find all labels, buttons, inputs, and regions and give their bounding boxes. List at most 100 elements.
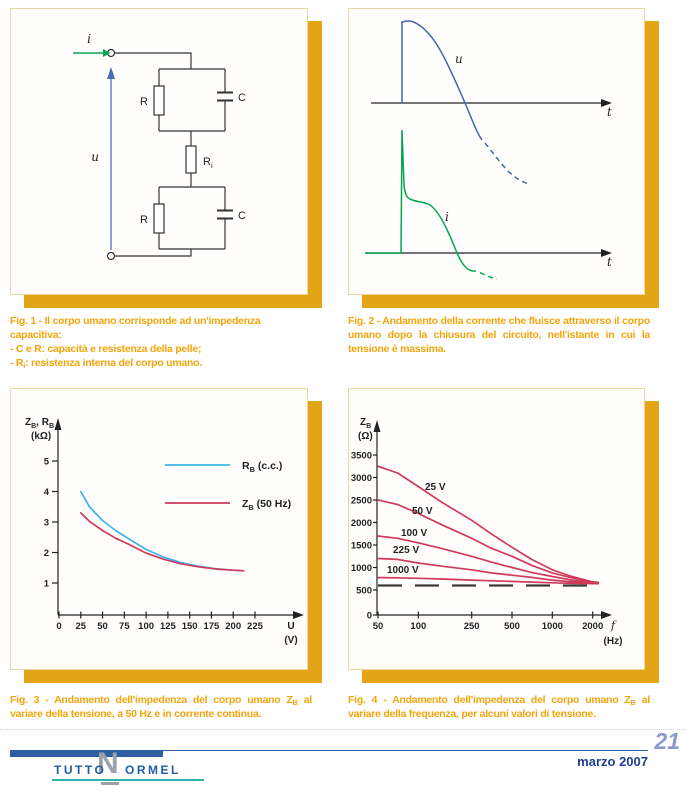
fig3-y-axis-label: ZB, RB — [25, 417, 54, 430]
footer-rule — [10, 750, 648, 751]
page-number: 21 — [654, 728, 680, 754]
x-tick-label: 500 — [504, 621, 520, 632]
y-tick-label: 1 — [44, 579, 50, 590]
x-tick-label: 50 — [97, 621, 108, 632]
fig3-x-arrow-icon — [293, 611, 304, 619]
logo-text-ormel: ORMEL — [125, 763, 181, 777]
figure-4-caption: Fig. 4 - Andamento dell'impedenza del co… — [348, 694, 650, 720]
x-tick-label: 2000 — [582, 621, 603, 632]
fig3-y-arrow-icon — [54, 418, 62, 430]
logo-underline — [52, 779, 204, 781]
voltage-curve-label: u — [455, 52, 463, 66]
y-tick-label: 500 — [356, 586, 372, 597]
x-tick-label: 100 — [138, 621, 154, 632]
caption-line: - Ri: resistenza interna del corpo umano… — [10, 356, 202, 370]
x-tick-label: 25 — [75, 621, 86, 632]
fig4-y-axis-unit: (Ω) — [358, 431, 373, 442]
time-label-1: t — [607, 105, 612, 119]
x-tick-label: 50 — [373, 621, 384, 632]
fig4-y-axis-label: ZB — [360, 417, 371, 430]
logo-n-letter: N — [97, 747, 119, 780]
internal-resistor-label: Ri — [203, 156, 213, 170]
wire — [114, 52, 192, 69]
capacitor-2-label: C — [238, 210, 246, 222]
y-tick-label: 0 — [367, 611, 372, 622]
logo-text-tutto: TUTTO — [54, 763, 107, 777]
y-tick-label: 5 — [44, 457, 50, 468]
fig3-x-axis-label: U — [287, 621, 294, 632]
series-curve — [377, 576, 600, 585]
capacitor-1-label: C — [238, 92, 246, 104]
resistor-2-label: R — [140, 214, 148, 226]
x-tick-label: 125 — [160, 621, 177, 632]
current-label: i — [87, 32, 91, 46]
time-label-2: t — [607, 255, 612, 269]
x-tick-label: 225 — [247, 621, 264, 632]
x-tick-label: 250 — [464, 621, 480, 632]
figure-4-panel: ZB (Ω) f (Hz) 50 100 250 500 1000 2000 0 500 100… — [348, 388, 645, 670]
y-tick-label: 1000 — [351, 563, 372, 574]
curve-label: 1000 V — [387, 565, 419, 576]
time-axis-2-arrow-icon — [601, 249, 612, 257]
x-tick-label: 75 — [119, 621, 130, 632]
capacitor-1-icon — [217, 91, 233, 102]
fig4-x-arrow-icon — [601, 611, 612, 619]
fig4-chart: ZB (Ω) f (Hz) 50 100 250 500 1000 2000 0 500 100… — [351, 417, 623, 647]
current-curve-label: i — [445, 210, 449, 224]
voltage-arrowhead-icon — [107, 67, 115, 79]
figure-1-caption: Fig. 1 - Il corpo umano corrisponde ad u… — [10, 315, 312, 371]
voltage-label: u — [91, 150, 99, 164]
resistor-2-icon — [153, 203, 165, 234]
legend-label-zb: ZB (50 Hz) — [242, 498, 291, 512]
time-axis-1-arrow-icon — [601, 99, 612, 107]
caption-line: - C e R: capacità e resistenza della pel… — [10, 342, 202, 355]
y-tick-label: 2500 — [351, 496, 372, 507]
current-arrowhead-icon — [103, 49, 111, 57]
y-tick-label: 4 — [44, 487, 50, 498]
fig4-dynamic-content: 50 100 250 500 1000 2000 0 500 1000 1500 2000 2500 3… — [351, 451, 603, 633]
transient-plot: t u t i — [365, 20, 612, 280]
series-curve — [377, 557, 600, 585]
fig4-x-axis-unit: (Hz) — [604, 636, 623, 647]
y-tick-label: 2 — [44, 548, 49, 559]
figure-2-caption: Fig. 2 - Andamento della corrente che fl… — [348, 315, 650, 355]
wire-bottom — [114, 249, 192, 257]
x-tick-label: 100 — [410, 621, 426, 632]
series-curve — [79, 512, 245, 572]
curve-label: 50 V — [412, 506, 433, 517]
current-curve-dashed — [479, 271, 498, 280]
x-tick-label: 1000 — [542, 621, 563, 632]
series-curve — [377, 499, 600, 584]
figure-1-panel: i u R C Ri R C — [10, 8, 308, 295]
x-tick-label: 150 — [182, 621, 198, 632]
bottom-terminal-icon — [106, 251, 116, 261]
curve-label: 225 V — [393, 545, 419, 556]
y-tick-label: 2000 — [351, 518, 372, 529]
curve-label: 100 V — [401, 528, 427, 539]
resistor-1-icon — [153, 85, 165, 116]
internal-resistor-icon — [185, 145, 197, 174]
figure-2-panel: t u t i — [348, 8, 645, 295]
current-curve — [365, 129, 477, 272]
voltage-curve-dashed — [484, 142, 530, 185]
y-tick-label: 3 — [44, 518, 49, 529]
fig3-y-axis-unit: (kΩ) — [31, 431, 51, 442]
dotted-separator — [0, 729, 686, 730]
curve-label: 25 V — [425, 482, 446, 493]
fig3-chart: ZB, RB (kΩ) U (V) RB (c.c.) ZB (50 Hz) 0… — [25, 417, 304, 646]
x-tick-label: 200 — [225, 621, 241, 632]
circuit-diagram: i u R C Ri R C — [73, 32, 246, 261]
capacitor-2-icon — [217, 209, 233, 220]
figure-3-panel: ZB, RB (kΩ) U (V) RB (c.c.) ZB (50 Hz) 0… — [10, 388, 308, 670]
rc-block-1 — [159, 68, 225, 132]
logo-n-mark — [101, 782, 119, 785]
legend-label-rb: RB (c.c.) — [242, 460, 282, 474]
fig4-x-axis-label: f — [610, 619, 617, 632]
tuttonormel-logo: N TUTTO ORMEL — [45, 747, 215, 788]
rc-block-2 — [159, 186, 225, 250]
x-tick-label: 175 — [203, 621, 220, 632]
series-curve — [377, 535, 600, 584]
fig4-y-arrow-icon — [373, 420, 381, 432]
y-tick-label: 1500 — [351, 541, 372, 552]
